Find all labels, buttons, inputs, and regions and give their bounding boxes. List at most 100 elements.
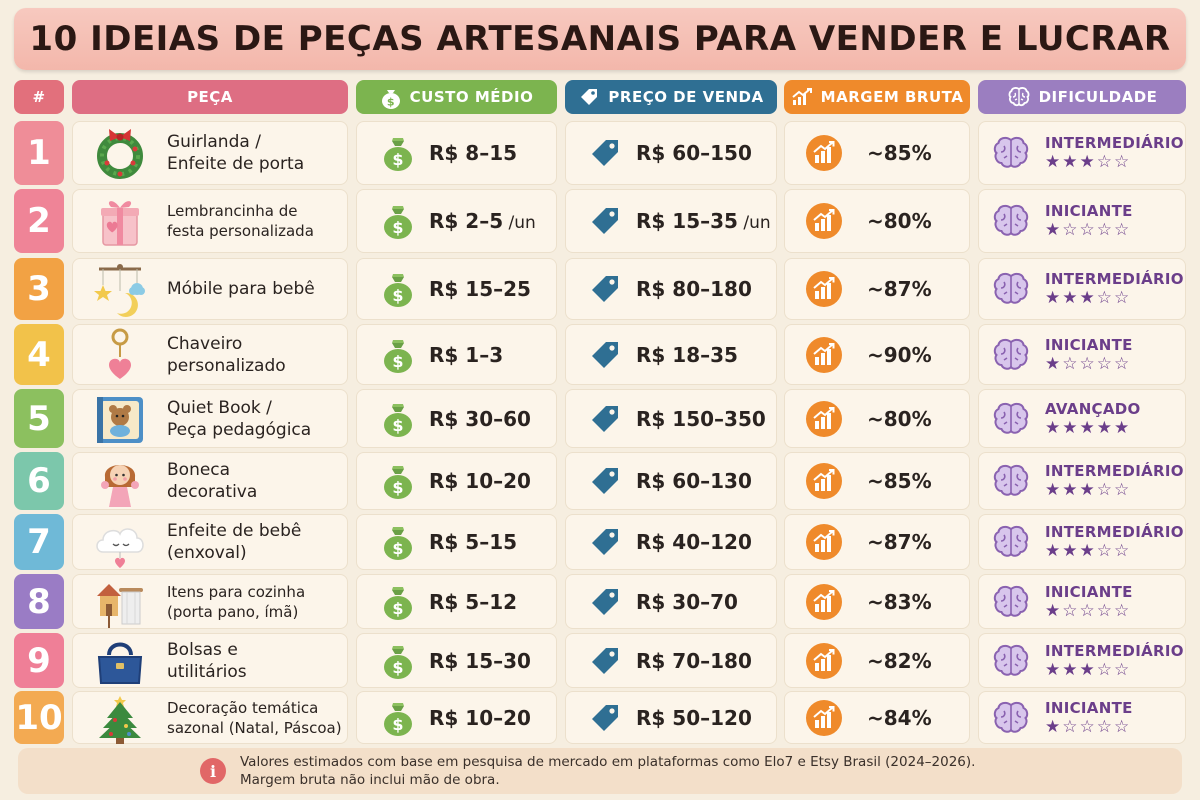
piece-name: Lembrancinha de festa personalizada: [167, 201, 314, 241]
money-bag-icon: $: [384, 466, 412, 499]
doll-icon: [81, 453, 159, 509]
price-cell: R$ 60–130: [565, 452, 777, 510]
price-value: R$ 60–150: [636, 141, 752, 165]
margin-value: ~84%: [867, 705, 932, 730]
row-number: 4: [14, 324, 64, 385]
cost-cell: $ R$ 15–25: [356, 258, 557, 320]
row-number: 5: [14, 389, 64, 448]
piece-cell: Itens para cozinha (porta pano, ímã): [72, 574, 348, 629]
piece-cell: Chaveiro personalizado: [72, 324, 348, 385]
cost-cell: $ R$ 10–20: [356, 691, 557, 744]
table-row: 7 Enfeite de bebê (enxoval) $ R$ 5–15 R$ 40–1…: [0, 514, 1200, 570]
brain-icon: [993, 701, 1029, 733]
piece-name-line: festa personalizada: [167, 222, 314, 240]
price-range: R$ 60–130: [636, 469, 752, 493]
price-cell: R$ 30–70: [565, 574, 777, 629]
margin-value: ~80%: [867, 406, 932, 431]
cost-value: R$ 10–20: [429, 469, 531, 493]
margin-cell: ~87%: [784, 514, 970, 570]
cost-cell: $ R$ 5–15: [356, 514, 557, 570]
cost-cell: $ R$ 2–5 /un: [356, 189, 557, 253]
row-number-label: 1: [27, 133, 51, 173]
header-number: #: [14, 80, 64, 114]
piece-cell: Bolsas e utilitários: [72, 633, 348, 688]
difficulty-stars: ★★★★★: [1045, 417, 1132, 438]
margin-cell: ~80%: [784, 389, 970, 448]
cost-cell: $ R$ 30–60: [356, 389, 557, 448]
row-number-label: 5: [27, 398, 51, 439]
margin-value: ~90%: [867, 342, 932, 367]
table-row: 5 Quiet Book / Peça pedagógica $ R$ 30–60 R$ …: [0, 389, 1200, 448]
cost-cell: $ R$ 1–3: [356, 324, 557, 385]
money-bag-icon: $: [384, 702, 412, 736]
money-bag-icon: $: [384, 586, 412, 620]
row-number-label: 4: [27, 334, 51, 375]
cost-cell: $ R$ 5–12: [356, 574, 557, 629]
row-number-label: 8: [27, 581, 51, 622]
cost-range: R$ 15–30: [429, 648, 531, 673]
piece-name: Decoração temática sazonal (Natal, Páscoa…: [167, 698, 342, 738]
price-range: R$ 18–35: [636, 342, 738, 367]
price-range: R$ 30–70: [636, 589, 738, 614]
difficulty-cell: INTERMEDIÁRIO ★★★☆☆: [978, 121, 1186, 185]
difficulty-stars: ★☆☆☆☆: [1045, 716, 1132, 737]
brain-icon: [993, 338, 1029, 370]
piece-name: Boneca decorativa: [167, 459, 257, 503]
svg-text:$: $: [392, 286, 403, 305]
header-cost-label: CUSTO MÉDIO: [409, 88, 534, 106]
quiet-book-icon: [81, 391, 159, 447]
price-cell: R$ 60–150: [565, 121, 777, 185]
table-row: 4 Chaveiro personalizado $ R$ 1–3 R$ 18–35 ~90…: [0, 324, 1200, 385]
info-icon: i: [200, 758, 226, 784]
cost-cell: $ R$ 10–20: [356, 452, 557, 510]
difficulty-stars: ★☆☆☆☆: [1045, 353, 1132, 374]
baby-mobile-icon: [81, 261, 159, 317]
table-row: 10 Decoração temática sazonal (Natal, Pásc…: [0, 691, 1200, 744]
difficulty-stars: ★★★☆☆: [1045, 152, 1132, 172]
price-unit: /un: [737, 213, 771, 233]
header-cost: $ CUSTO MÉDIO: [356, 80, 557, 114]
cost-value: R$ 15–25: [429, 277, 531, 301]
difficulty-level: INICIANTE: [1045, 202, 1133, 220]
price-tag-icon: [592, 140, 618, 166]
cost-range: R$ 8–15: [429, 141, 518, 165]
header-difficulty: DIFICULDADE: [978, 80, 1186, 114]
difficulty-cell: INTERMEDIÁRIO ★★★☆☆: [978, 258, 1186, 320]
price-value: R$ 18–35: [636, 343, 738, 367]
price-cell: R$ 40–120: [565, 514, 777, 570]
price-cell: R$ 150–350: [565, 389, 777, 448]
price-value: R$ 30–70: [636, 590, 738, 614]
piece-name: Quiet Book / Peça pedagógica: [167, 397, 311, 441]
cost-range: R$ 2–5: [429, 209, 504, 233]
margin-cell: ~87%: [784, 258, 970, 320]
svg-text:$: $: [392, 599, 403, 618]
price-tag-icon: [592, 276, 618, 302]
piece-name-line: Itens para cozinha: [167, 582, 306, 601]
cost-range: R$ 1–3: [429, 342, 504, 367]
growth-chart-icon: [806, 271, 842, 307]
header-margin: MARGEM BRUTA: [784, 80, 970, 114]
difficulty-cell: INTERMEDIÁRIO ★★★☆☆: [978, 514, 1186, 570]
difficulty-cell: AVANÇADO ★★★★★: [978, 389, 1186, 448]
brain-icon: [993, 402, 1029, 434]
cost-range: R$ 30–60: [429, 406, 531, 431]
difficulty-cell: INICIANTE ★☆☆☆☆: [978, 691, 1186, 744]
row-number-label: 2: [27, 201, 51, 241]
margin-value: ~85%: [867, 469, 932, 493]
money-bag-icon: $: [384, 339, 412, 373]
piece-name-line: decorativa: [167, 482, 258, 502]
money-bag-icon: $: [384, 645, 412, 679]
row-number: 10: [14, 691, 64, 744]
header-difficulty-label: DIFICULDADE: [1038, 88, 1158, 106]
piece-cell: Boneca decorativa: [72, 452, 348, 510]
price-tag-icon: [592, 208, 618, 234]
wreath-icon: [81, 125, 159, 181]
difficulty-level: INICIANTE: [1045, 582, 1133, 601]
piece-cell: Enfeite de bebê (enxoval): [72, 514, 348, 570]
row-number: 8: [14, 574, 64, 629]
cost-range: R$ 10–20: [429, 705, 531, 730]
difficulty-level: INTERMEDIÁRIO: [1045, 134, 1184, 152]
cost-value: R$ 2–5 /un: [429, 209, 536, 233]
price-tag-icon: [592, 529, 618, 555]
price-tag-icon: [592, 704, 618, 731]
